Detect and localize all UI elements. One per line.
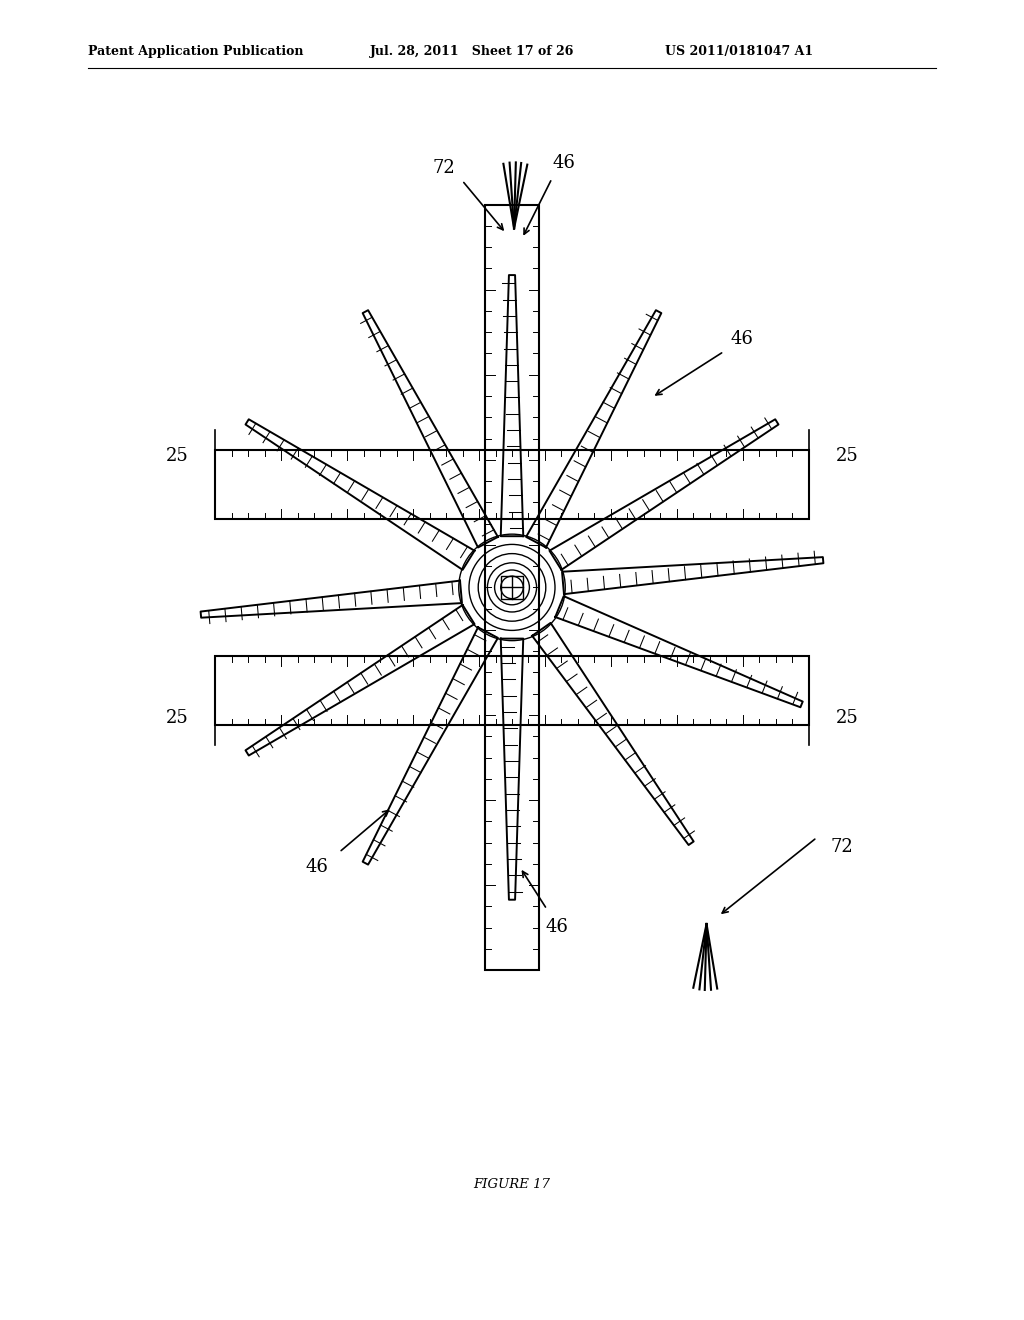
Bar xyxy=(215,656,809,725)
Text: Jul. 28, 2011   Sheet 17 of 26: Jul. 28, 2011 Sheet 17 of 26 xyxy=(370,45,574,58)
Text: US 2011/0181047 A1: US 2011/0181047 A1 xyxy=(665,45,813,58)
Text: 46: 46 xyxy=(553,154,575,173)
Text: 46: 46 xyxy=(305,858,329,876)
Text: 46: 46 xyxy=(730,330,754,348)
Text: 72: 72 xyxy=(432,160,456,177)
Text: 72: 72 xyxy=(830,838,853,857)
Bar xyxy=(501,576,523,599)
Text: 25: 25 xyxy=(836,447,858,466)
Text: Patent Application Publication: Patent Application Publication xyxy=(88,45,303,58)
Text: 25: 25 xyxy=(166,447,188,466)
Text: FIGURE 17: FIGURE 17 xyxy=(473,1179,551,1192)
Text: 46: 46 xyxy=(546,919,568,936)
Bar xyxy=(485,205,539,970)
Bar xyxy=(215,450,809,519)
Text: 25: 25 xyxy=(836,709,858,727)
Text: 25: 25 xyxy=(166,709,188,727)
